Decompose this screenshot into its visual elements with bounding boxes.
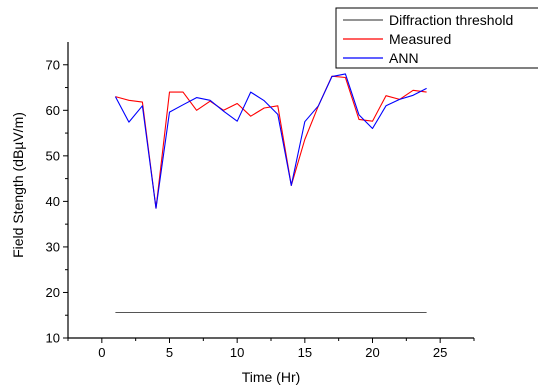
legend: Diffraction threshold Measured ANN xyxy=(335,7,538,69)
y-tick-label: 30 xyxy=(46,239,60,254)
y-tick-label: 10 xyxy=(46,331,60,346)
y-tick-label: 70 xyxy=(46,57,60,72)
y-ticks: 10 20 30 40 50 60 70 xyxy=(46,57,68,346)
x-ticks: 0 5 10 15 20 25 xyxy=(67,338,475,360)
x-tick-label: 25 xyxy=(433,345,447,360)
y-tick-label: 60 xyxy=(46,103,60,118)
axes xyxy=(67,42,474,339)
legend-label-diffraction-threshold: Diffraction threshold xyxy=(389,12,513,28)
y-axis-title: Field Stength (dBµV/m) xyxy=(10,112,26,258)
x-tick-label: 5 xyxy=(166,345,173,360)
y-tick-label: 40 xyxy=(46,194,60,209)
x-tick-label: 20 xyxy=(365,345,379,360)
series-line-measured xyxy=(115,75,427,209)
y-tick-label: 20 xyxy=(46,285,60,300)
series-line-ann xyxy=(114,73,427,209)
x-tick-label: 10 xyxy=(230,345,244,360)
x-tick-label: 0 xyxy=(98,345,105,360)
y-tick-label: 50 xyxy=(46,148,60,163)
legend-label-ann: ANN xyxy=(389,50,419,66)
plot-lines xyxy=(114,73,427,314)
x-axis-title: Time (Hr) xyxy=(242,369,301,385)
legend-label-measured: Measured xyxy=(389,31,451,47)
x-tick-label: 15 xyxy=(298,345,312,360)
